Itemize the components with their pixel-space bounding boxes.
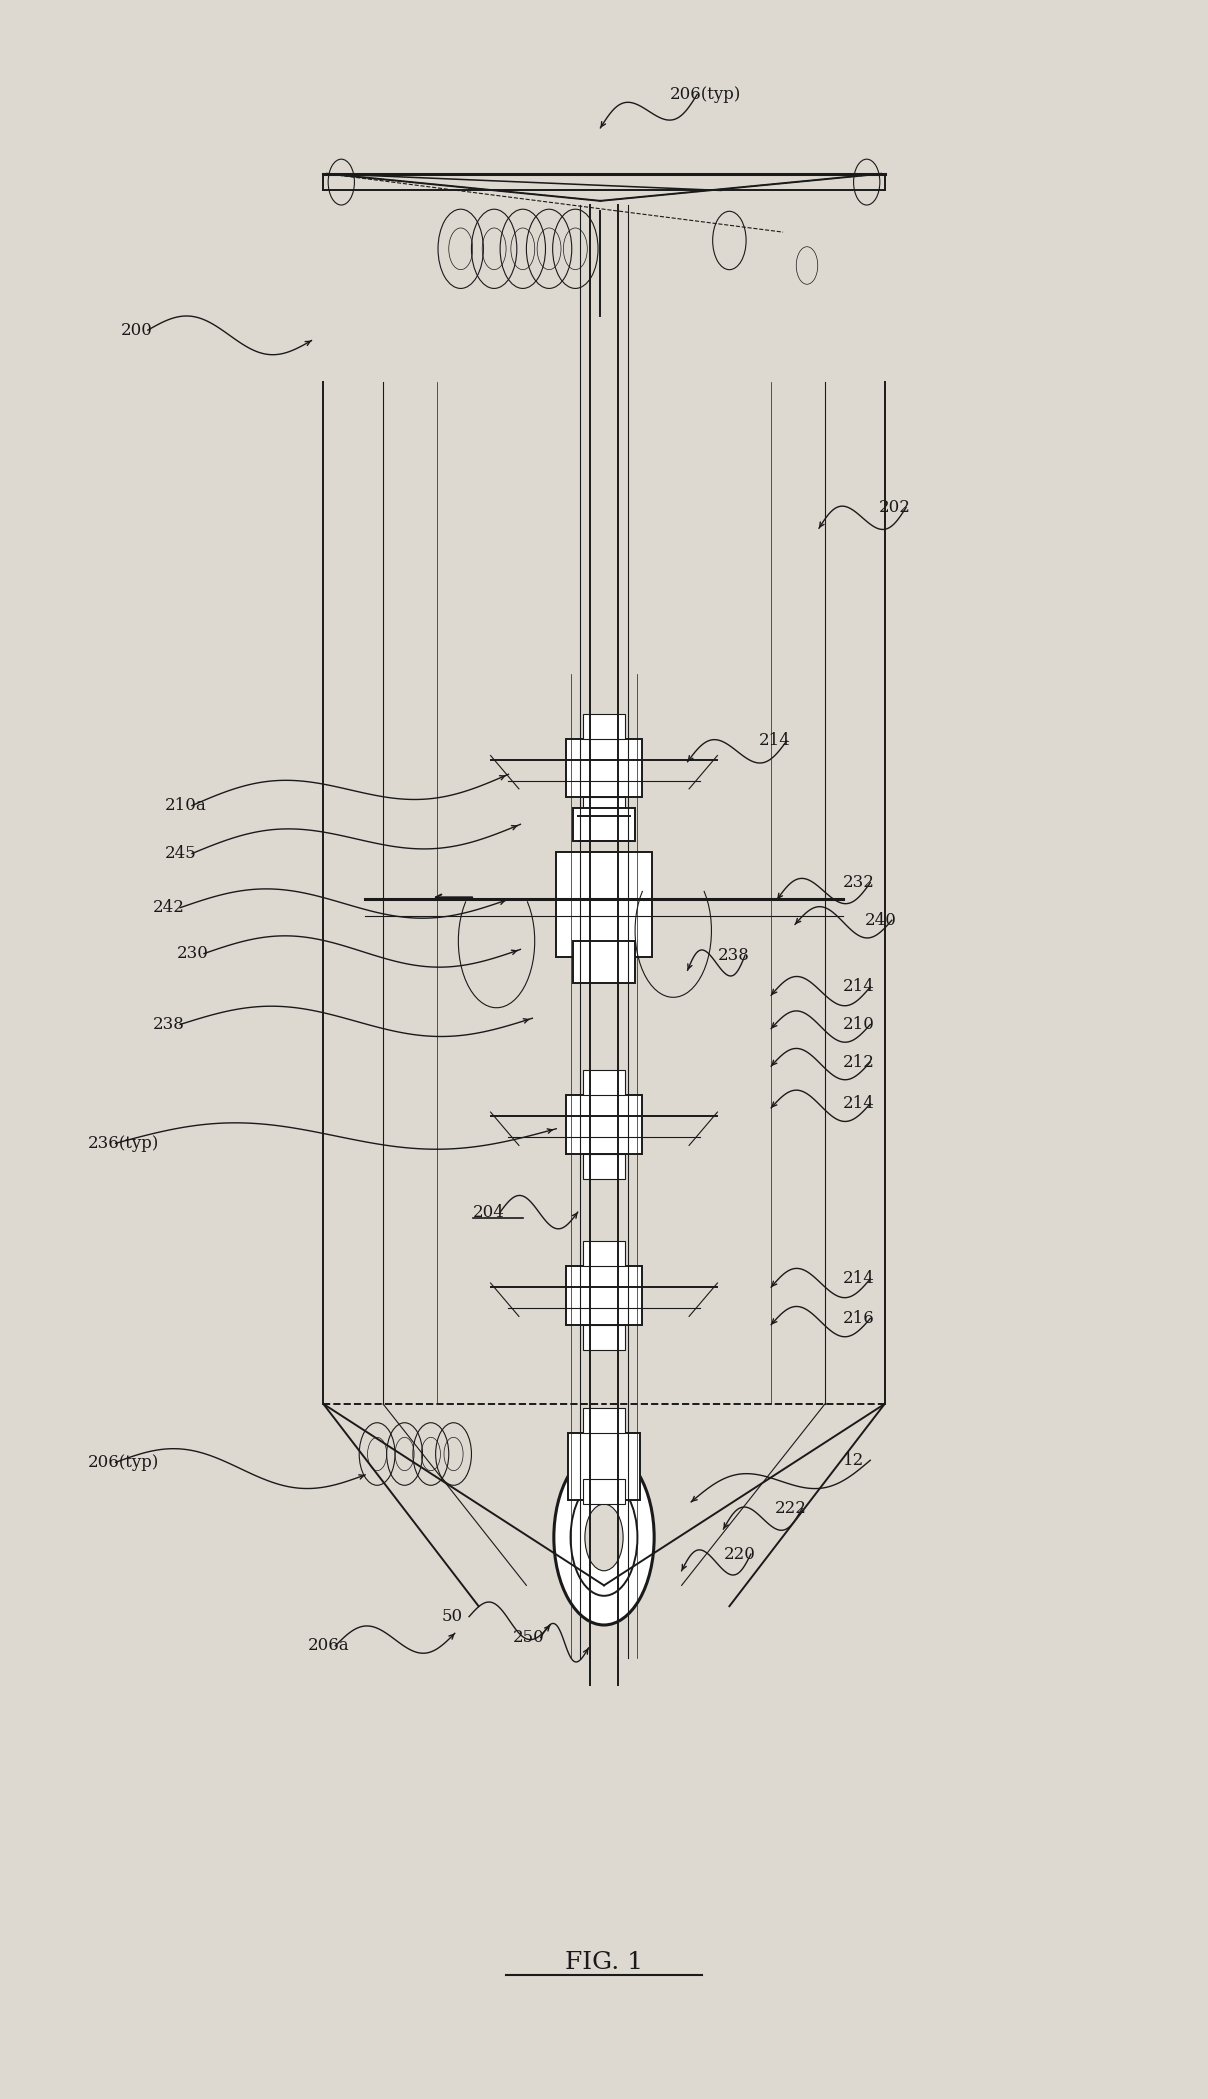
FancyBboxPatch shape (582, 1324, 626, 1350)
Text: 238: 238 (152, 1016, 185, 1033)
FancyBboxPatch shape (565, 1266, 643, 1324)
FancyBboxPatch shape (582, 1070, 626, 1096)
Text: 212: 212 (843, 1054, 875, 1070)
Text: 206(typ): 206(typ) (88, 1455, 159, 1471)
Text: 236(typ): 236(typ) (88, 1136, 159, 1152)
Text: 210a: 210a (164, 798, 207, 814)
Text: 232: 232 (843, 873, 875, 892)
FancyBboxPatch shape (556, 852, 652, 957)
Text: 250: 250 (513, 1629, 545, 1646)
Text: 210: 210 (843, 1016, 875, 1033)
Text: 238: 238 (718, 947, 749, 963)
FancyBboxPatch shape (582, 1241, 626, 1266)
Text: 216: 216 (843, 1310, 875, 1327)
Text: 214: 214 (843, 978, 875, 995)
FancyBboxPatch shape (565, 1096, 643, 1154)
Text: 245: 245 (164, 846, 197, 863)
Text: 240: 240 (864, 911, 896, 928)
FancyBboxPatch shape (568, 1434, 640, 1501)
FancyBboxPatch shape (582, 1480, 626, 1505)
Text: 206(typ): 206(typ) (669, 86, 741, 103)
Circle shape (585, 1505, 623, 1570)
FancyBboxPatch shape (582, 714, 626, 739)
Text: 222: 222 (774, 1499, 807, 1518)
Text: 214: 214 (843, 1096, 875, 1112)
Text: 214: 214 (843, 1270, 875, 1287)
Circle shape (553, 1450, 655, 1625)
FancyBboxPatch shape (582, 1154, 626, 1180)
Text: 204: 204 (472, 1203, 505, 1222)
Text: 50: 50 (442, 1608, 463, 1625)
Text: FIG. 1: FIG. 1 (565, 1952, 643, 1975)
Text: 12: 12 (843, 1453, 864, 1469)
FancyBboxPatch shape (573, 940, 635, 982)
FancyBboxPatch shape (582, 1408, 626, 1434)
Text: 206a: 206a (308, 1637, 349, 1654)
Text: 220: 220 (724, 1545, 755, 1562)
FancyBboxPatch shape (582, 798, 626, 823)
FancyBboxPatch shape (565, 739, 643, 798)
Text: 200: 200 (121, 321, 152, 338)
FancyBboxPatch shape (573, 808, 635, 842)
Text: 230: 230 (176, 945, 209, 961)
Text: 214: 214 (760, 733, 791, 749)
Text: 202: 202 (878, 500, 911, 516)
Text: 242: 242 (152, 898, 185, 915)
